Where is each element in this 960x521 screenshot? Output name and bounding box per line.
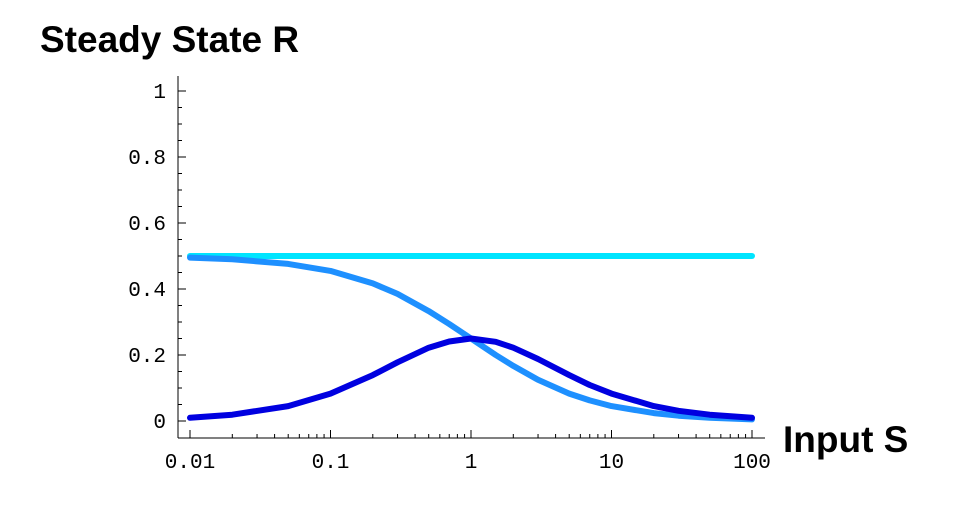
y-tick-label: 0	[153, 412, 166, 435]
x-tick-label: 0.01	[165, 452, 215, 475]
x-tick-label: 100	[733, 452, 771, 475]
chart-title: Steady State R	[40, 19, 299, 60]
series-line-3	[187, 335, 755, 421]
y-tick-label: 0.4	[128, 280, 166, 303]
x-tick-label: 1	[465, 452, 478, 475]
y-tick-label: 0.8	[128, 148, 166, 171]
y-tick-label: 0.2	[128, 346, 166, 369]
x-tick-label: 0.1	[312, 452, 350, 475]
y-tick-label: 0.6	[128, 214, 166, 237]
series-line-2	[187, 254, 755, 423]
x-tick-label: 10	[599, 452, 624, 475]
x-axis-label: Input S	[783, 419, 908, 460]
axis-ticks: 0.01 0.1 1 10 100 0 0.2 0.4 0.6 0.8 1	[128, 82, 771, 475]
series-layer	[187, 253, 755, 423]
y-tick-label: 1	[153, 82, 166, 105]
